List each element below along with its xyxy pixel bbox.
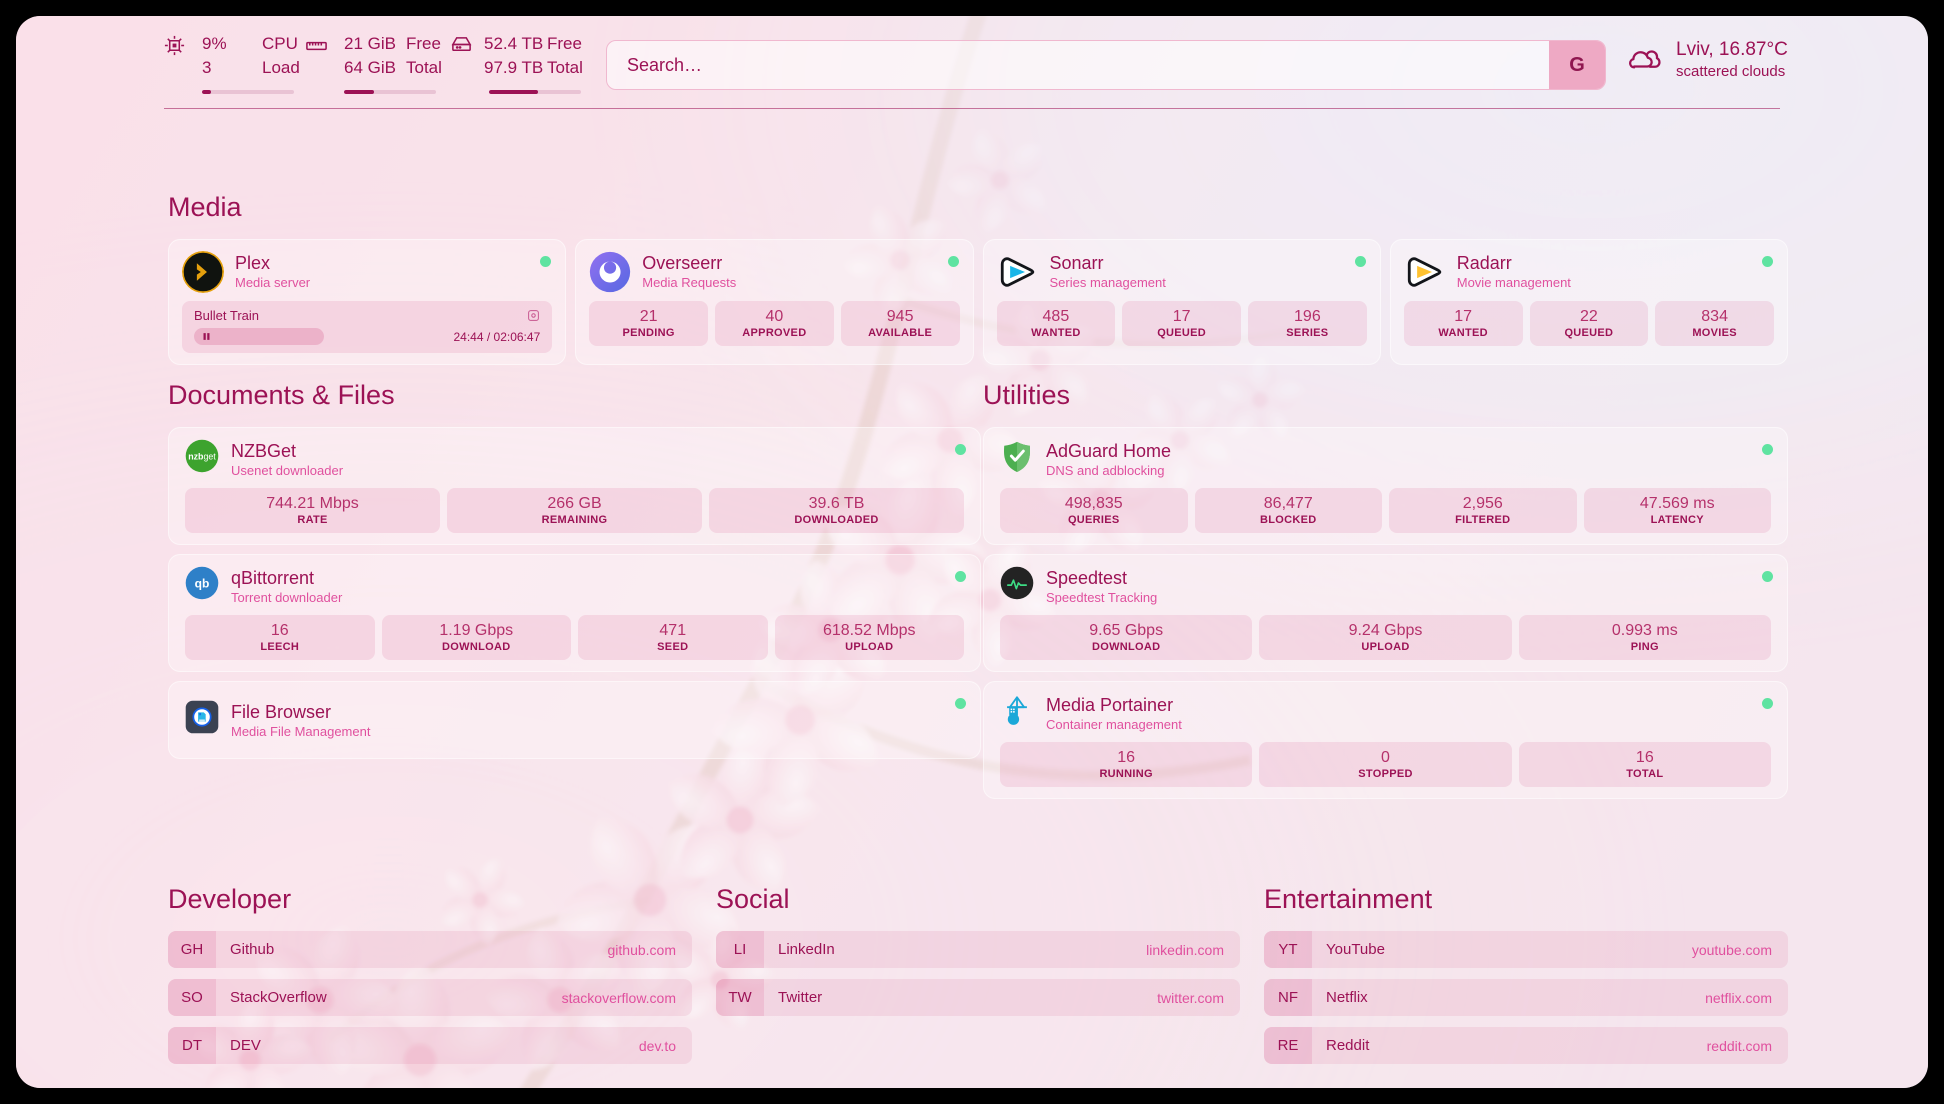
svg-text:qb: qb [195,576,210,590]
svg-text:nzbget: nzbget [188,452,216,462]
